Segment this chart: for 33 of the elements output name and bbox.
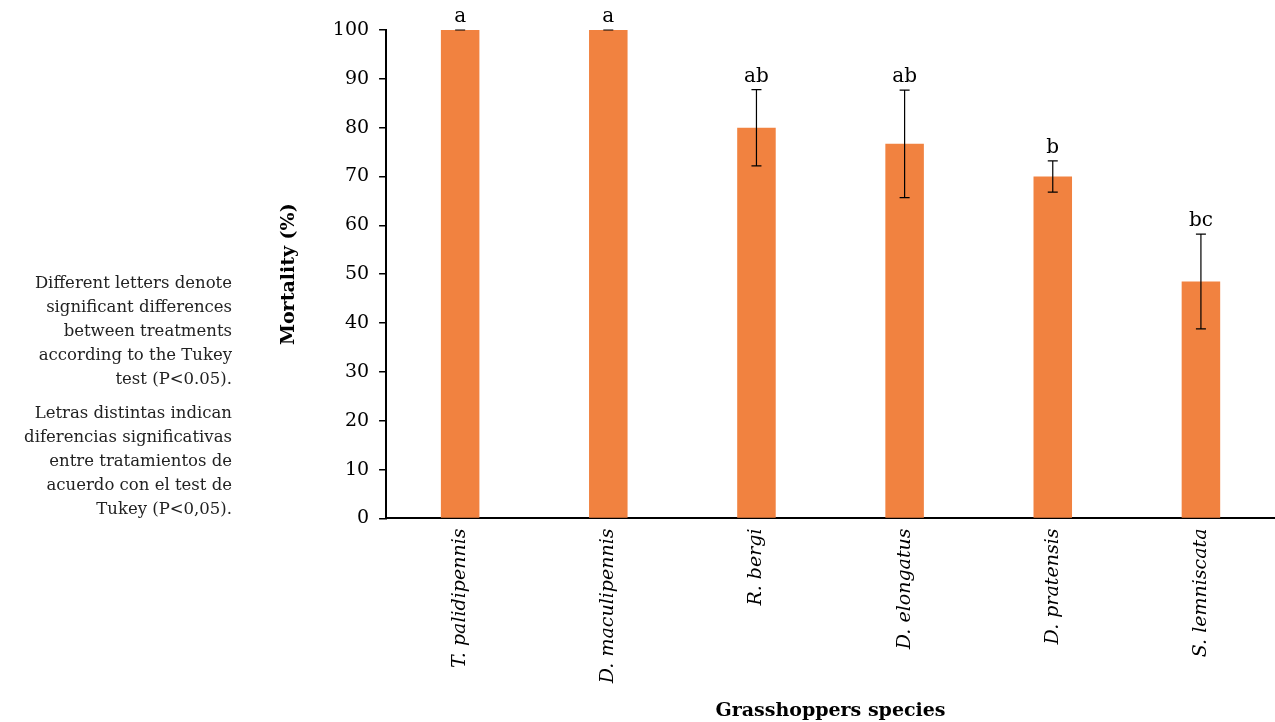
annotation: a: [602, 3, 615, 28]
bar: [589, 30, 628, 518]
y-axis-title: Mortality (%): [276, 203, 299, 346]
x-tick-label: R. bergi: [743, 528, 766, 607]
y-tick-label: 90: [344, 65, 370, 88]
y-tick-label: 50: [344, 261, 370, 284]
bar: [440, 30, 480, 518]
x-tick-label: T. palidipennis: [447, 528, 470, 669]
annotation: b: [1046, 134, 1060, 159]
text: Different letters denote significant differences between treatments according to the Tukey test (P<0.05).: [33, 272, 232, 390]
bar: [737, 127, 776, 518]
y-tick-label: 0: [356, 505, 370, 528]
x-axis-title: Grasshoppers species: [715, 697, 946, 720]
annotation: bc: [1188, 207, 1213, 232]
y-tick-label: 60: [344, 212, 370, 235]
x-tick-label: D. pratensis: [1039, 528, 1062, 646]
x-tick-label: D. maculipennis: [595, 528, 618, 685]
y-tick-label: 40: [344, 310, 370, 333]
y-tick-label: 70: [344, 163, 370, 186]
y-tick-label: 80: [344, 114, 370, 137]
x-tick-label: S. lemniscata: [1187, 528, 1210, 658]
annotation: a: [454, 3, 467, 28]
annotation: ab: [892, 63, 917, 88]
annotation: ab: [744, 62, 769, 87]
bar: [1033, 176, 1073, 518]
y-tick-label: 100: [332, 16, 370, 39]
y-tick-label: 30: [344, 358, 370, 381]
x-tick-label: D. elongatus: [891, 528, 914, 651]
bar: [885, 143, 924, 518]
bar: [1181, 281, 1221, 518]
y-tick-label: 10: [344, 456, 370, 479]
text: Letras distintas indican diferencias significativas entre tratamientos de acuerdo con el test de Tukey (P<0,05).: [23, 402, 232, 520]
y-tick-label: 20: [344, 407, 370, 430]
